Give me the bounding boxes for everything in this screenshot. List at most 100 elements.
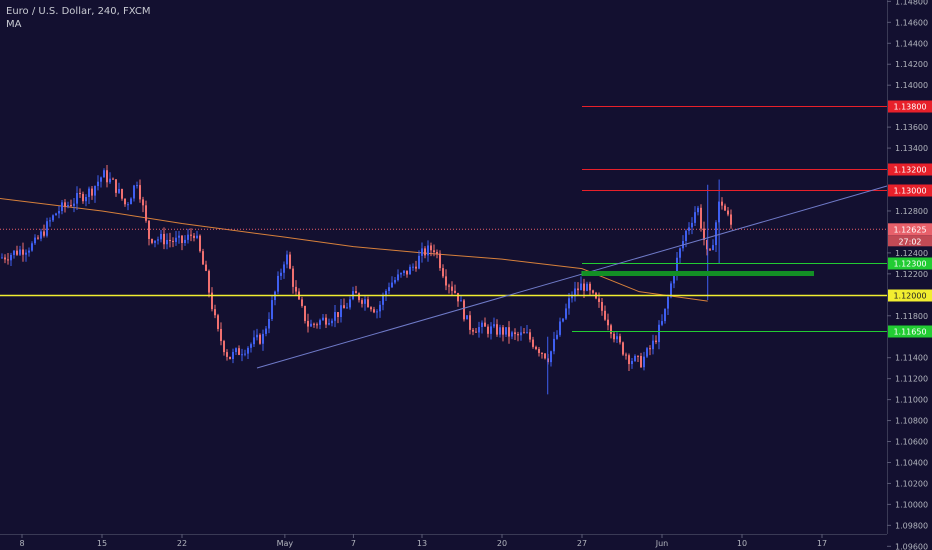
candle-body [106,170,108,183]
candle-body [247,347,249,354]
candle-body [283,264,285,273]
candle-body [265,328,267,334]
candle-body [715,222,717,246]
candle-body [397,274,399,281]
candle-body [586,283,588,291]
candle-body [124,198,126,205]
candle-body [100,177,102,182]
candle-body [409,266,411,275]
horizontal-levels-layer[interactable] [0,106,887,332]
candle-body [727,210,729,215]
candle-body [505,327,507,335]
candle-body [250,344,252,348]
candle-body [373,309,375,313]
candle-body [304,305,306,321]
candle-body [430,245,432,251]
candle-body [520,332,522,336]
candle-body [481,322,483,328]
time-axis-label: 7 [351,539,356,548]
candle-body [358,293,360,301]
time-axis-label: 13 [417,539,427,548]
candle-body [370,307,372,310]
candle-body [340,305,342,317]
price-axis-label: 1.10400 [895,458,928,467]
candle-body [679,248,681,258]
candle-body [448,285,450,287]
candle-body [493,324,495,327]
candle-body [367,299,369,308]
candle-body [646,348,648,357]
candle-body [445,276,447,286]
candle-body [28,250,30,253]
candle-body [511,332,513,337]
candle-body [577,288,579,291]
candle-body [667,297,669,309]
candle-body [472,329,474,332]
candle-body [277,275,279,292]
candle-body [571,296,573,299]
candle-body [7,259,9,261]
candle-body [286,254,288,265]
price-axis-label: 1.10600 [895,438,928,447]
candle-body [94,186,96,196]
candle-body [724,205,726,211]
candle-body [325,317,327,325]
current-price-label: 1.12625 [893,225,926,234]
candle-body [463,300,465,320]
level-tag-1-12000 [888,289,932,302]
current-price-tag [888,223,932,236]
symbol-title[interactable]: Euro / U.S. Dollar, 240, FXCM [6,6,151,17]
candle-body [433,250,435,252]
price-axis-label: 1.11000 [895,396,928,405]
level-tag-label: 1.12000 [893,292,926,301]
candle-body [499,327,501,335]
price-axis-label: 1.14800 [895,0,928,6]
candle-body [268,318,270,329]
candle-body [538,349,540,353]
indicator-label[interactable]: MA [6,19,22,30]
candle-body [166,239,168,245]
countdown-label: 27:02 [898,237,921,246]
candle-body [169,239,171,241]
candle-body [676,257,678,276]
candle-body [184,239,186,243]
time-axis-label: 8 [19,539,24,548]
candle-body [199,235,201,252]
price-axis-label: 1.14600 [895,18,928,27]
price-axis-label: 1.12400 [895,249,928,258]
candle-body [406,270,408,275]
candle-body [649,348,651,350]
candle-body [214,309,216,316]
candle-body [565,308,567,319]
candle-body [382,295,384,305]
candle-body [604,310,606,320]
candle-body [487,326,489,334]
candle-body [157,239,159,241]
candle-body [514,332,516,335]
price-axis[interactable]: 1.150001.148001.146001.144001.142001.140… [887,0,928,550]
candle-body [229,356,231,360]
candles-layer[interactable] [1,165,732,395]
price-axis-label: 1.10000 [895,500,928,509]
candle-body [226,352,228,357]
candle-body [661,321,663,325]
candle-body [628,355,630,365]
candle-body [583,283,585,291]
candle-body [721,201,723,206]
price-axis-label: 1.09800 [895,521,928,530]
drawings-layer[interactable] [0,185,888,369]
candle-body [697,207,699,213]
time-axis-label: Jun [655,539,669,548]
candle-body [43,231,45,236]
candle-body [115,179,117,193]
candle-body [700,207,702,229]
price-axis-label: 1.12800 [895,207,928,216]
candle-body [253,337,255,345]
candle-body [355,291,357,294]
level-tag-1-13200 [888,163,932,176]
candle-body [496,324,498,335]
time-axis[interactable]: 8 15 22 May 7 13 20 27 Jun 10 17 [19,534,827,548]
level-tag-1-13000 [888,184,932,197]
candle-body [235,348,237,353]
